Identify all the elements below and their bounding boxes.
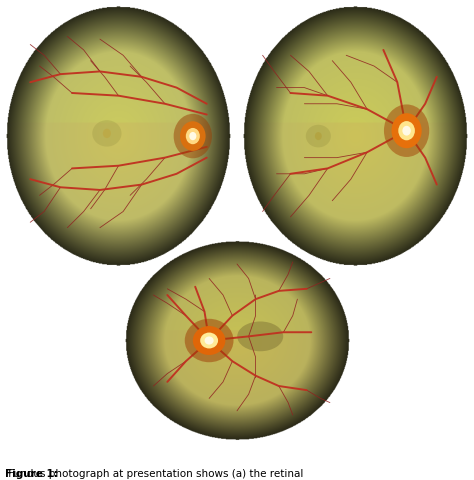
Text: Fundus photograph at presentation shows (a) the retinal: Fundus photograph at presentation shows … xyxy=(5,468,303,478)
Circle shape xyxy=(398,122,415,141)
Text: Figure 1:: Figure 1: xyxy=(5,468,58,478)
Text: a: a xyxy=(9,248,18,261)
Text: c: c xyxy=(128,423,135,436)
Circle shape xyxy=(185,319,234,362)
Circle shape xyxy=(205,337,214,345)
Circle shape xyxy=(315,133,322,141)
Text: b: b xyxy=(246,248,255,261)
Circle shape xyxy=(186,129,200,145)
Ellipse shape xyxy=(92,121,121,147)
Ellipse shape xyxy=(237,322,283,351)
Circle shape xyxy=(180,122,206,152)
Circle shape xyxy=(173,115,212,159)
Circle shape xyxy=(384,105,429,157)
Circle shape xyxy=(402,127,411,136)
Circle shape xyxy=(193,326,226,355)
Circle shape xyxy=(189,132,196,141)
Circle shape xyxy=(392,114,422,149)
Circle shape xyxy=(200,333,218,349)
Ellipse shape xyxy=(306,125,331,148)
Circle shape xyxy=(103,130,111,139)
